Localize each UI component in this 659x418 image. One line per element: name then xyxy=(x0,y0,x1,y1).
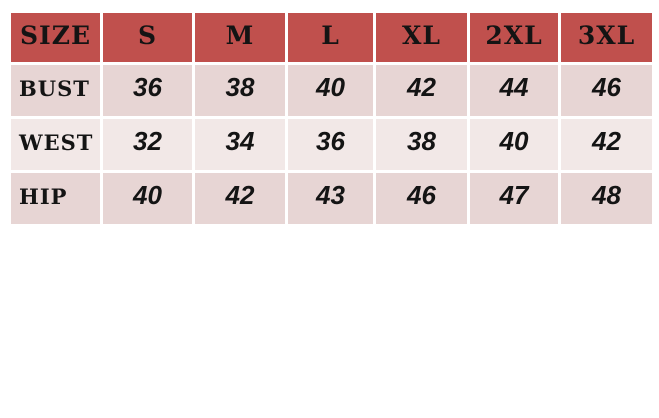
bust-value-xl: 42 xyxy=(373,62,470,119)
row-label-bust: BUST xyxy=(8,62,103,119)
west-value-3xl: 42 xyxy=(558,116,655,173)
row-label-hip: HIP xyxy=(8,170,103,227)
bust-value-s: 36 xyxy=(100,62,195,119)
column-header-m: M xyxy=(192,10,288,65)
hip-value-m: 42 xyxy=(192,170,288,227)
hip-value-2xl: 47 xyxy=(467,170,561,227)
table-row-bust: BUST 36 38 40 42 44 46 xyxy=(8,62,655,119)
bust-value-m: 38 xyxy=(192,62,288,119)
size-chart-table: SIZE S M L XL 2XL 3XL BUST 36 38 40 42 4… xyxy=(8,10,655,227)
hip-value-xl: 46 xyxy=(373,170,470,227)
bust-value-2xl: 44 xyxy=(467,62,561,119)
column-header-s: S xyxy=(100,10,195,65)
hip-value-s: 40 xyxy=(100,170,195,227)
column-header-3xl: 3XL xyxy=(558,10,655,65)
column-header-size: SIZE xyxy=(8,10,103,65)
west-value-2xl: 40 xyxy=(467,116,561,173)
table-row-hip: HIP 40 42 43 46 47 48 xyxy=(8,170,655,227)
header-row: SIZE S M L XL 2XL 3XL xyxy=(8,10,655,65)
west-value-s: 32 xyxy=(100,116,195,173)
table-row-west: WEST 32 34 36 38 40 42 xyxy=(8,116,655,173)
hip-value-3xl: 48 xyxy=(558,170,655,227)
west-value-l: 36 xyxy=(285,116,376,173)
hip-value-l: 43 xyxy=(285,170,376,227)
row-label-west: WEST xyxy=(8,116,103,173)
west-value-xl: 38 xyxy=(373,116,470,173)
bust-value-3xl: 46 xyxy=(558,62,655,119)
column-header-l: L xyxy=(285,10,376,65)
west-value-m: 34 xyxy=(192,116,288,173)
column-header-xl: XL xyxy=(373,10,470,65)
column-header-2xl: 2XL xyxy=(467,10,561,65)
bust-value-l: 40 xyxy=(285,62,376,119)
